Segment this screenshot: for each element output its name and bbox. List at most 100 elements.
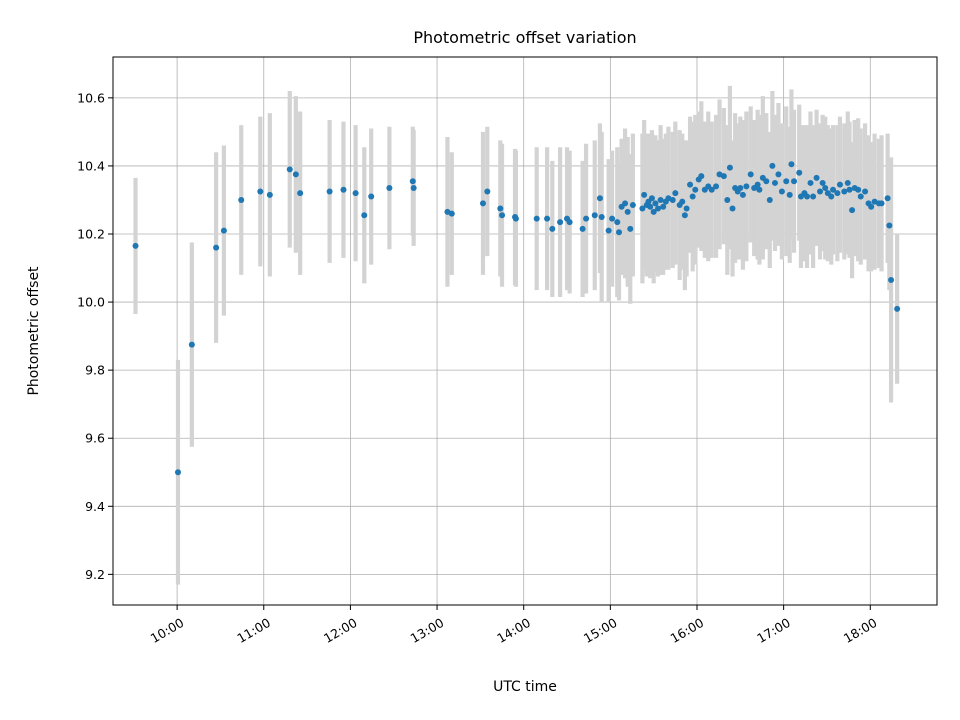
- data-point: [729, 205, 736, 212]
- data-point: [340, 186, 347, 193]
- gridlines: [113, 57, 937, 605]
- data-point: [846, 186, 853, 193]
- data-point: [672, 190, 679, 197]
- data-point: [756, 186, 763, 193]
- data-point: [771, 179, 778, 186]
- data-point: [813, 174, 820, 181]
- data-point: [844, 179, 851, 186]
- chart-title: Photometric offset variation: [413, 28, 636, 47]
- y-tick-label: 10.0: [77, 295, 105, 310]
- data-point: [652, 200, 659, 207]
- data-point: [614, 219, 621, 226]
- data-point: [769, 162, 776, 169]
- y-tick-label: 9.2: [85, 567, 105, 582]
- data-point: [566, 219, 573, 226]
- data-point: [841, 188, 848, 195]
- data-point: [448, 210, 455, 217]
- data-point: [857, 193, 864, 200]
- y-tick-label: 10.2: [77, 226, 105, 241]
- data-point: [683, 205, 690, 212]
- data-point: [352, 190, 359, 197]
- data-point: [817, 188, 824, 195]
- data-point: [698, 173, 705, 180]
- data-point: [810, 193, 817, 200]
- data-point: [386, 185, 393, 192]
- y-tick-label: 10.6: [77, 90, 105, 105]
- data-point: [743, 183, 750, 190]
- data-point: [598, 213, 605, 220]
- data-point: [499, 212, 506, 219]
- data-point: [679, 198, 686, 205]
- x-axis-label: UTC time: [493, 679, 557, 695]
- y-axis-label: Photometric offset: [26, 266, 42, 396]
- data-point: [297, 190, 304, 197]
- data-point: [596, 195, 603, 202]
- data-point: [894, 305, 901, 312]
- data-point: [689, 193, 696, 200]
- data-point: [484, 188, 491, 195]
- data-point: [549, 225, 556, 232]
- data-point: [512, 215, 519, 222]
- data-point: [822, 185, 829, 192]
- data-point: [627, 225, 634, 232]
- data-point: [188, 341, 195, 348]
- data-point: [616, 229, 623, 236]
- data-point: [650, 208, 657, 215]
- data-point: [868, 203, 875, 210]
- data-point: [766, 196, 773, 203]
- data-point: [888, 276, 895, 283]
- data-point: [660, 203, 667, 210]
- data-point: [884, 195, 891, 202]
- data-point: [737, 185, 744, 192]
- data-point: [647, 203, 654, 210]
- data-point: [579, 225, 586, 232]
- data-point: [657, 196, 664, 203]
- data-point: [855, 186, 862, 193]
- data-point: [622, 200, 629, 207]
- data-point: [708, 186, 715, 193]
- data-point: [681, 212, 688, 219]
- data-point: [609, 215, 616, 222]
- data-point: [763, 178, 770, 185]
- data-point: [819, 179, 826, 186]
- data-point: [754, 181, 761, 188]
- data-point: [174, 469, 181, 476]
- y-tick-label: 9.6: [85, 431, 105, 446]
- data-point: [533, 215, 540, 222]
- data-point: [862, 188, 869, 195]
- data-point: [639, 205, 646, 212]
- data-point: [724, 196, 731, 203]
- data-point: [788, 161, 795, 168]
- data-point: [292, 171, 299, 178]
- data-point: [778, 188, 785, 195]
- data-point: [807, 179, 814, 186]
- data-point: [557, 219, 564, 226]
- data-point: [836, 181, 843, 188]
- data-point: [828, 193, 835, 200]
- data-point: [368, 193, 375, 200]
- data-point: [641, 191, 648, 198]
- data-point: [796, 169, 803, 176]
- data-point: [409, 178, 416, 185]
- data-point: [775, 171, 782, 178]
- data-point: [830, 186, 837, 193]
- data-point: [878, 200, 885, 207]
- data-point: [583, 215, 590, 222]
- data-point: [804, 193, 811, 200]
- data-point: [286, 166, 293, 173]
- data-point: [655, 205, 662, 212]
- data-point: [132, 242, 139, 249]
- y-axis-ticks: 9.2 9.4 9.6 9.8 10.0 10.2 10.4 10.6: [77, 90, 113, 582]
- data-point: [720, 173, 727, 180]
- data-point: [629, 202, 636, 209]
- data-point: [692, 186, 699, 193]
- y-tick-label: 10.4: [77, 158, 105, 173]
- data-point: [544, 215, 551, 222]
- data-point: [605, 227, 612, 234]
- data-point: [624, 208, 631, 215]
- data-point: [786, 191, 793, 198]
- data-point: [238, 196, 245, 203]
- data-point: [687, 181, 694, 188]
